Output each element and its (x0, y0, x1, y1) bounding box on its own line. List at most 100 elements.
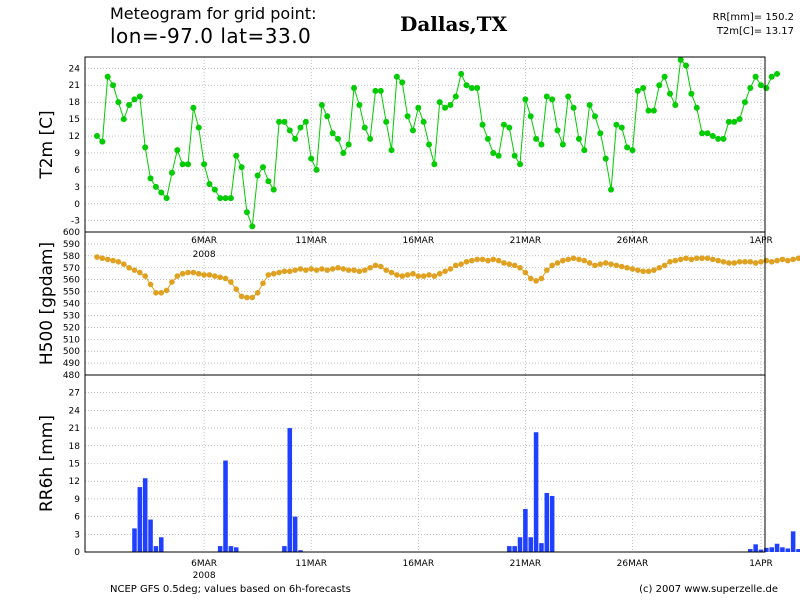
t2m-ytick-label: 9 (74, 149, 80, 159)
h500-data-point (238, 293, 245, 300)
h500-data-point (270, 270, 277, 277)
t2m-data-point (747, 85, 754, 92)
copyright-note: (c) 2007 www.superzelle.de (639, 584, 778, 595)
t2m-data-point (699, 130, 706, 137)
t2m-data-point (222, 195, 229, 202)
t2m-data-point (260, 164, 266, 171)
rr6h-bar (758, 549, 764, 552)
h500-ylabel: H500 [gpdam] (37, 242, 57, 365)
h500-data-point (281, 268, 288, 275)
h500-data-point (479, 256, 486, 263)
h500-data-point (763, 257, 770, 264)
h500-data-point (185, 269, 191, 276)
h500-data-point (142, 273, 148, 279)
rr6h-bar (132, 528, 137, 552)
h500-data-point (378, 263, 384, 270)
rr6h-bar (753, 544, 758, 552)
t2m-data-point (313, 166, 320, 173)
h500-ytick-label: 570 (63, 264, 80, 274)
h500-data-point (110, 257, 116, 264)
t2m-data-point (634, 87, 641, 94)
t2m-data-point (575, 135, 582, 142)
t2m-data-point (297, 124, 304, 131)
t2m-data-point (217, 195, 224, 202)
t2m-data-point (559, 141, 566, 148)
rr6h-bar (282, 546, 287, 552)
rr6h-bar (153, 546, 159, 552)
h500-data-point (629, 266, 636, 272)
t2m-ytick-label: 6 (74, 166, 80, 176)
t2m-data-point (158, 189, 165, 196)
t2m-data-point (458, 70, 465, 77)
rr6h-bar (142, 478, 148, 552)
h500-data-point (212, 273, 218, 279)
t2m-data-point (500, 121, 507, 128)
t2m-data-point (661, 73, 668, 80)
rr6h-ylabel: RR6h [mm] (37, 415, 57, 512)
h500-data-point (768, 258, 775, 265)
t2m-data-point (324, 113, 331, 120)
h500-data-point (356, 268, 363, 275)
h500-data-point (308, 266, 314, 272)
t2m-data-point (281, 118, 288, 125)
t2m-data-point (715, 135, 722, 142)
t2m-data-point (586, 101, 593, 108)
rr6h-bar (796, 549, 800, 552)
t2m-data-point (479, 121, 486, 128)
t2m-data-point (377, 87, 384, 94)
xtick-year-label: 2008 (193, 250, 216, 260)
t2m-data-point (104, 73, 111, 80)
t2m-data-point (592, 113, 598, 120)
h500-data-point (286, 268, 293, 275)
h500-data-point (608, 261, 614, 267)
t2m-data-point (329, 130, 336, 137)
t2m-ytick-label: 0 (74, 200, 80, 210)
t2m-data-point (683, 62, 690, 69)
rr6h-panel (84, 374, 800, 553)
t2m-data-point (393, 73, 400, 80)
t2m-data-point (768, 73, 775, 80)
h500-ytick-label: 580 (63, 252, 80, 262)
h500-ytick-label: 510 (63, 335, 80, 345)
h500-data-point (506, 261, 513, 267)
h500-data-point (554, 260, 561, 266)
t2m-data-point (527, 113, 534, 120)
t2m-data-point (399, 79, 406, 86)
xtick-label: 26MAR (617, 559, 649, 569)
h500-data-point (276, 269, 282, 276)
rr6h-bar (158, 537, 164, 552)
h500-ytick-label: 590 (63, 240, 80, 250)
t2m-data-point (442, 104, 449, 111)
location-name: Dallas,TX (400, 12, 508, 36)
h500-data-point (790, 256, 796, 263)
h500-ytick-label: 560 (63, 276, 80, 286)
h500-data-point (474, 256, 480, 263)
h500-data-point (163, 287, 170, 294)
h500-data-point (394, 272, 400, 278)
t2m-data-point (270, 186, 277, 193)
t2m-data-point (452, 93, 459, 100)
t2m-data-point (431, 161, 438, 168)
h500-data-point (779, 256, 786, 263)
t2m-data-point (468, 85, 475, 92)
t2m-data-point (666, 90, 673, 97)
t2m-data-point (190, 104, 197, 111)
rr6h-bar (507, 546, 512, 552)
h500-data-point (752, 260, 759, 266)
xtick-label: 1APR (749, 236, 773, 246)
h500-data-point (581, 257, 588, 264)
h500-data-point (747, 258, 754, 265)
t2m-data-point (774, 70, 781, 77)
h500-data-point (260, 280, 266, 287)
xtick-label: 16MAR (402, 559, 434, 569)
t2m-data-point (720, 135, 727, 142)
h500-data-point (774, 257, 780, 264)
h500-data-point (485, 257, 491, 264)
rr6h-bar (148, 519, 153, 552)
xtick-label: 16MAR (402, 236, 434, 246)
h500-data-point (688, 256, 695, 263)
t2m-data-point (243, 209, 250, 216)
t2m-data-point (110, 82, 117, 89)
rr6h-bar (292, 516, 298, 552)
rr6h-bar (517, 537, 523, 552)
